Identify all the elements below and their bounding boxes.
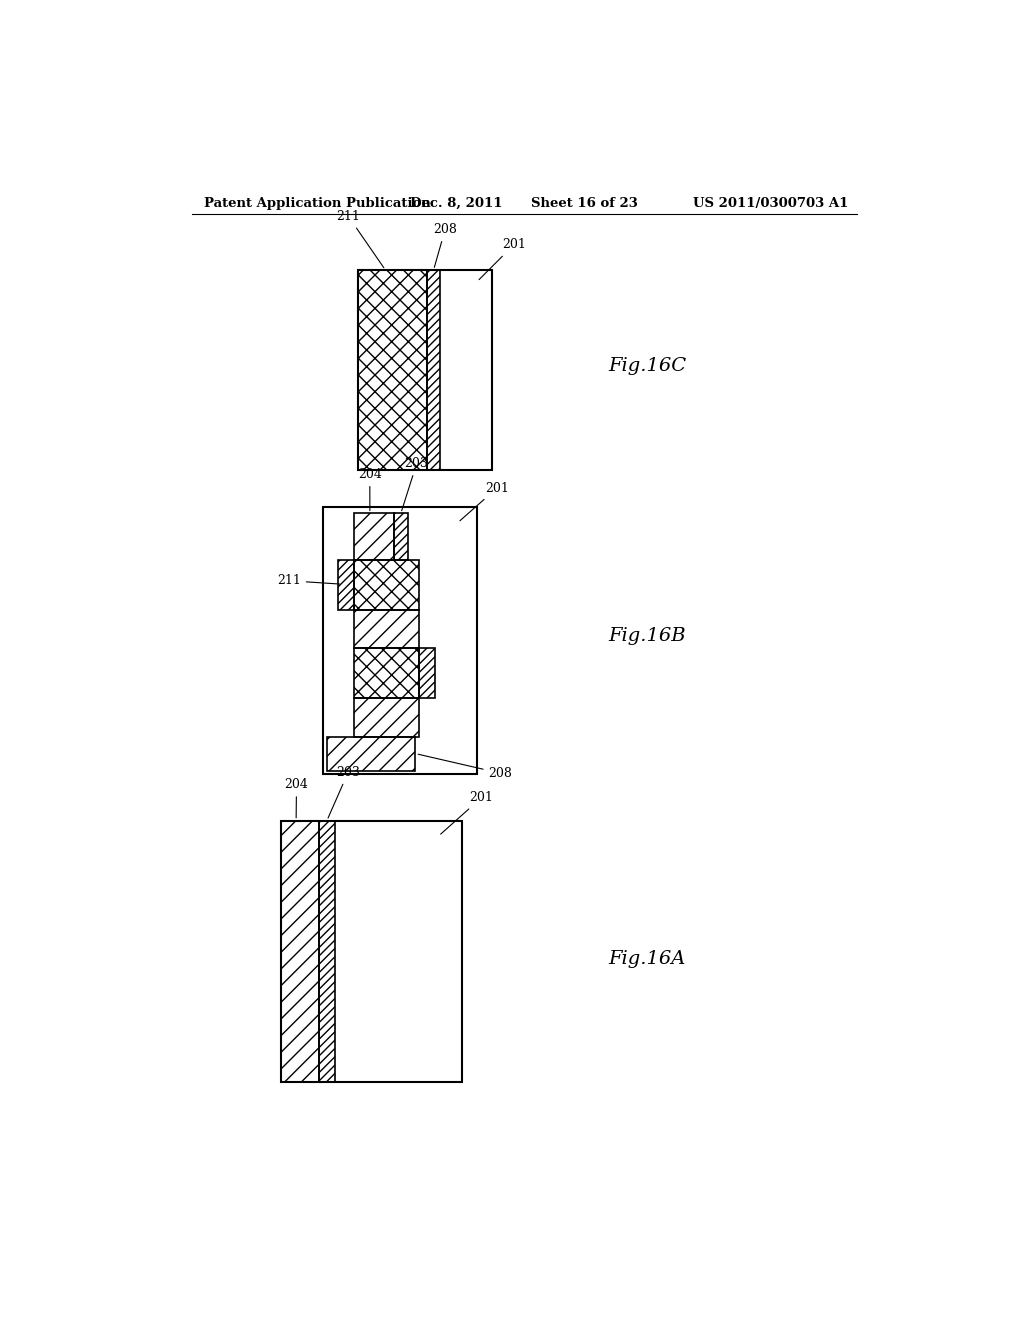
Bar xyxy=(357,271,427,470)
Bar xyxy=(394,513,408,560)
Text: Fig.16A: Fig.16A xyxy=(608,950,685,968)
Bar xyxy=(327,737,416,771)
Text: Dec. 8, 2011: Dec. 8, 2011 xyxy=(410,197,503,210)
Text: 208: 208 xyxy=(418,754,512,780)
Text: Patent Application Publication: Patent Application Publication xyxy=(204,197,430,210)
Bar xyxy=(319,821,335,1082)
Bar xyxy=(354,513,394,560)
Bar xyxy=(427,271,440,470)
Text: Fig.16C: Fig.16C xyxy=(608,358,686,375)
Text: 201: 201 xyxy=(440,792,494,834)
Text: Sheet 16 of 23: Sheet 16 of 23 xyxy=(531,197,638,210)
Text: 201: 201 xyxy=(479,239,525,280)
Bar xyxy=(357,271,493,470)
Text: 211: 211 xyxy=(337,210,384,268)
Text: 204: 204 xyxy=(357,469,382,511)
Bar xyxy=(354,648,419,698)
Text: 201: 201 xyxy=(460,482,509,521)
Text: 204: 204 xyxy=(285,779,308,818)
Text: 203: 203 xyxy=(328,766,360,818)
Bar xyxy=(354,610,419,648)
Bar xyxy=(354,560,419,610)
Bar xyxy=(323,507,477,775)
Text: 211: 211 xyxy=(276,574,340,587)
Bar xyxy=(281,821,319,1082)
Text: 208: 208 xyxy=(433,223,457,268)
Bar xyxy=(354,698,419,737)
Bar xyxy=(339,560,354,610)
Bar xyxy=(419,648,435,698)
Text: US 2011/0300703 A1: US 2011/0300703 A1 xyxy=(692,197,848,210)
Text: 203: 203 xyxy=(401,457,429,511)
Bar xyxy=(281,821,462,1082)
Text: Fig.16B: Fig.16B xyxy=(608,627,686,644)
